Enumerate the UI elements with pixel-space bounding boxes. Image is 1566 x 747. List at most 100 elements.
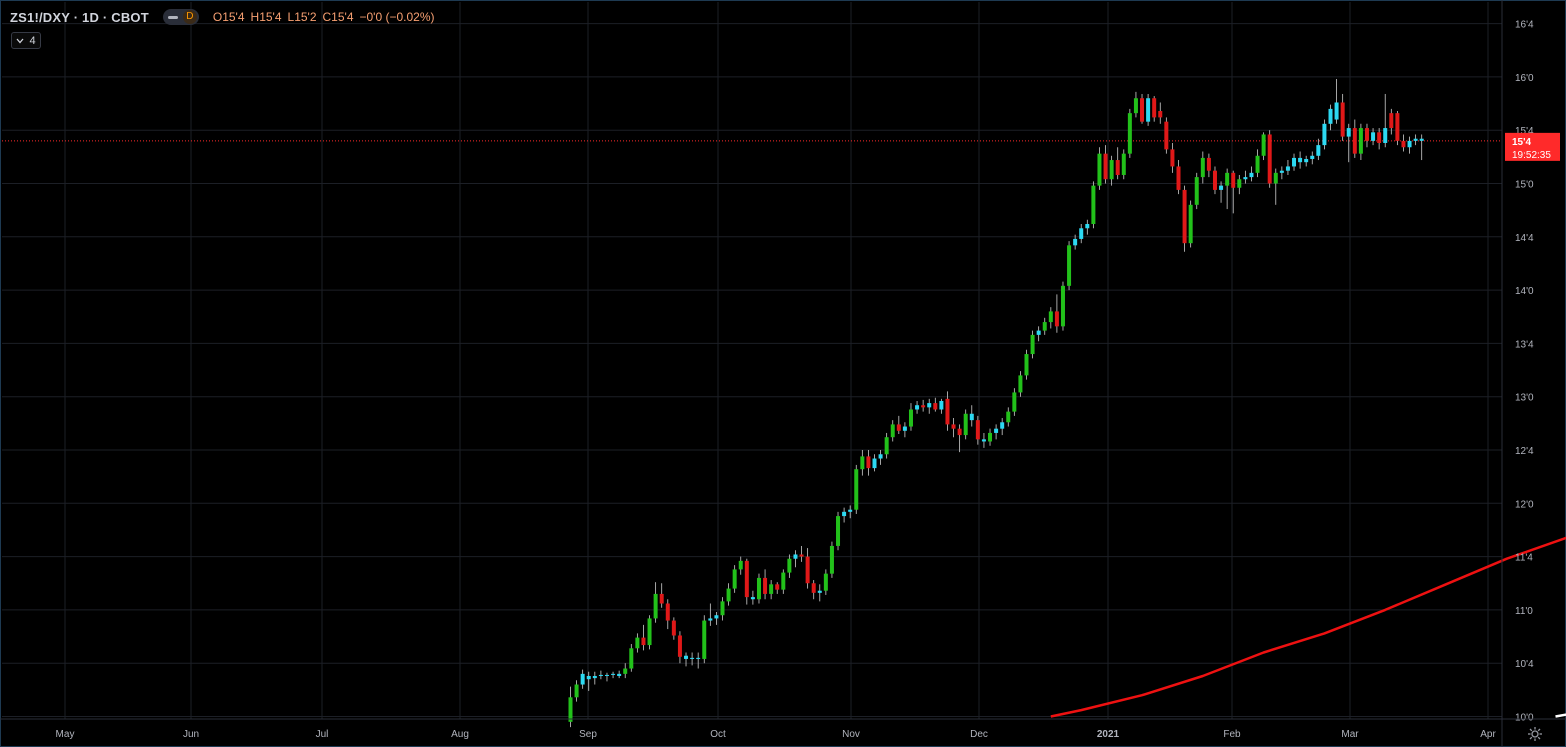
candle-body [951, 424, 956, 429]
candle [1328, 104, 1333, 131]
candle-body [1103, 153, 1108, 180]
session-toggle[interactable]: D [162, 9, 199, 25]
candle [1273, 168, 1278, 205]
candle-body [617, 673, 622, 676]
candle-body [823, 573, 828, 591]
time-tick-label: Sep [579, 729, 597, 740]
candle [1212, 166, 1217, 195]
candle-body [902, 426, 907, 431]
candle-body [1158, 111, 1163, 118]
candle [915, 400, 920, 414]
candle [1085, 219, 1090, 235]
candle-body [750, 597, 755, 600]
high-value: H15'4 [250, 10, 282, 24]
candle-body [1334, 102, 1339, 120]
candle-body [714, 615, 719, 619]
candle [1334, 79, 1339, 124]
candle-body [1048, 311, 1053, 323]
candle-body [1133, 98, 1138, 114]
candle-body [738, 560, 743, 570]
candle [1194, 172, 1199, 210]
indicators-count: 4 [29, 34, 36, 47]
candle [1292, 153, 1297, 171]
candle-body [1340, 102, 1345, 137]
candle [720, 597, 725, 621]
candle-body [647, 618, 652, 646]
interval-badge: D [182, 10, 197, 24]
candle-body [933, 403, 938, 410]
candle-body [1413, 138, 1418, 141]
candle [945, 391, 950, 431]
candle [994, 424, 999, 440]
candle-body [872, 458, 877, 469]
candle [750, 590, 755, 605]
candle [659, 583, 664, 608]
candle [763, 569, 768, 600]
change-value: −0'0 (−0.02%) [359, 10, 435, 24]
candle-body [842, 511, 847, 517]
symbol-title[interactable]: ZS1!/DXY · 1D · CBOT [10, 10, 149, 25]
candle [1042, 317, 1047, 335]
candle-body [690, 657, 695, 659]
candle-body [781, 572, 786, 590]
candle [1164, 117, 1169, 154]
time-tick-label: Oct [710, 729, 726, 740]
open-value: O15'4 [212, 10, 245, 24]
candle-body [592, 675, 597, 679]
candle [1103, 145, 1108, 184]
candle [629, 644, 634, 672]
candle [623, 663, 628, 679]
candle-body [1030, 334, 1035, 355]
candle [1121, 149, 1126, 180]
candle [1030, 330, 1035, 359]
candle [568, 686, 573, 728]
indicators-toggle-button[interactable]: 4 [11, 32, 41, 49]
candle [829, 541, 834, 578]
candle [927, 398, 932, 414]
candle-body [1243, 177, 1248, 180]
candle [574, 680, 579, 702]
candles-layer [568, 79, 1424, 728]
candle-body [1115, 160, 1120, 175]
candle-body [1212, 170, 1217, 190]
candle [1054, 294, 1059, 333]
candle-body [1024, 354, 1029, 376]
candle-body [1091, 185, 1096, 225]
candle-body [1085, 224, 1090, 229]
candle-body [1364, 128, 1369, 141]
candle-body [908, 409, 913, 427]
candle [1346, 123, 1351, 163]
candle-body [744, 560, 749, 598]
candle-body [854, 469, 859, 510]
candle [611, 671, 616, 679]
candle [902, 422, 907, 438]
candle-body [927, 403, 932, 408]
candle-body [671, 620, 676, 636]
candle-body [1255, 155, 1260, 173]
candle-body [1006, 411, 1011, 423]
low-value: L15'2 [287, 10, 317, 24]
price-tick-label: 10'0 [1515, 713, 1534, 724]
candle-body [684, 655, 689, 659]
candle-body [884, 437, 889, 455]
candle [677, 631, 682, 664]
candle [732, 565, 737, 593]
candle-body [1249, 172, 1254, 178]
candle [975, 415, 980, 445]
candle [1018, 371, 1023, 397]
price-tick-label: 15'0 [1515, 180, 1534, 191]
candle-body [1322, 123, 1327, 146]
settings-gear-icon[interactable] [1527, 726, 1543, 742]
candle-body [574, 684, 579, 698]
candle [1310, 151, 1315, 165]
candle-body [1328, 108, 1333, 124]
moving-averages-layer [1050, 536, 1566, 718]
price-tick-label: 16'4 [1515, 20, 1534, 31]
price-tick-label: 12'4 [1515, 446, 1534, 457]
candle-body [696, 657, 701, 659]
candle-body [623, 668, 628, 674]
candle-body [969, 413, 974, 421]
candle [988, 428, 993, 446]
candle-body [580, 673, 585, 685]
